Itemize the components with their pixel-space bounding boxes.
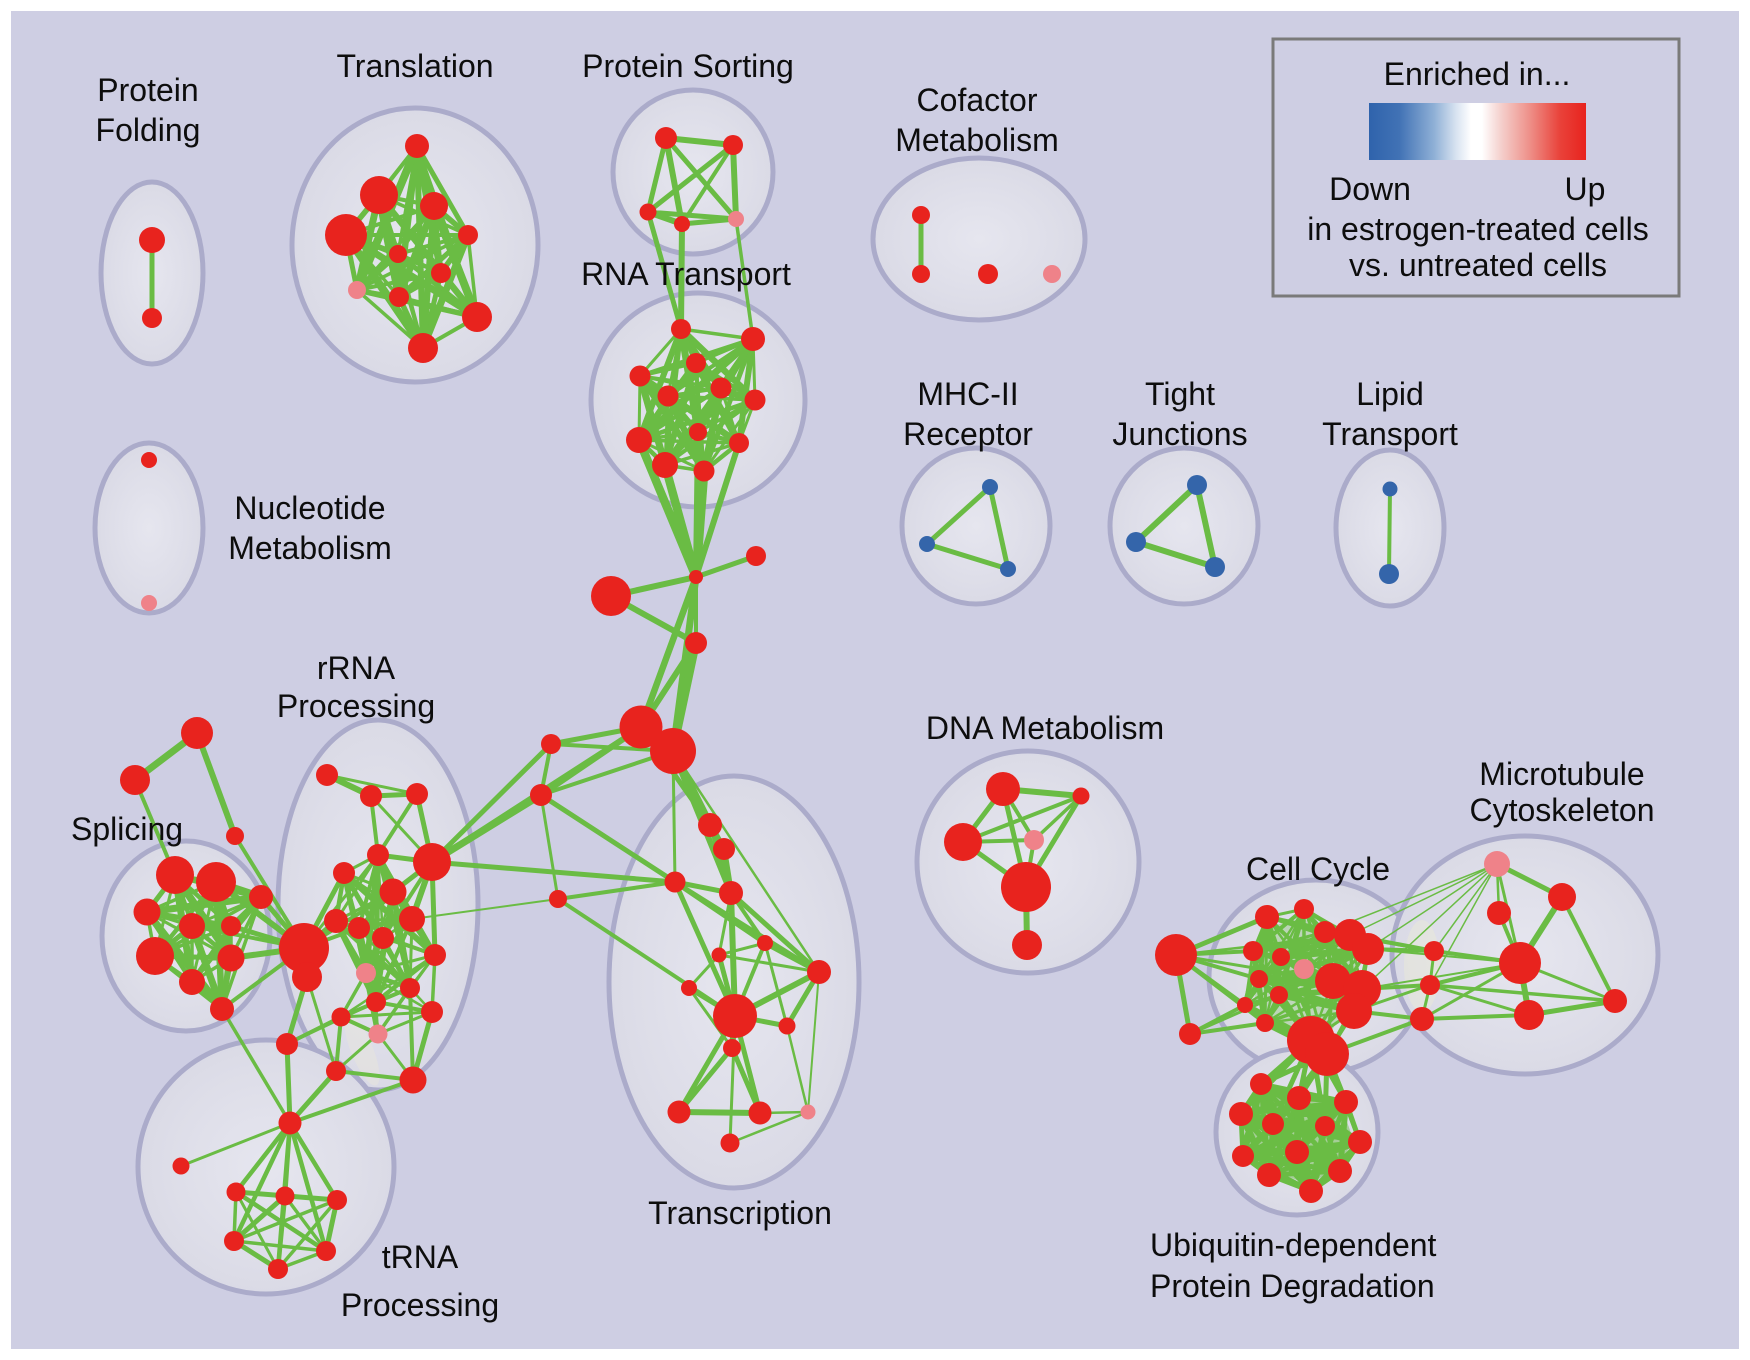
svg-text:RNA Transport: RNA Transport <box>581 256 791 292</box>
svg-text:Up: Up <box>1565 171 1606 207</box>
svg-text:Lipid: Lipid <box>1356 376 1424 412</box>
svg-text:Cell Cycle: Cell Cycle <box>1246 851 1390 887</box>
svg-text:Translation: Translation <box>336 48 493 84</box>
svg-text:Protein Sorting: Protein Sorting <box>582 48 794 84</box>
svg-text:Folding: Folding <box>96 112 201 148</box>
svg-text:Transport: Transport <box>1322 416 1458 452</box>
svg-text:Protein: Protein <box>97 72 198 108</box>
svg-text:MHC-II: MHC-II <box>917 376 1018 412</box>
svg-text:Transcription: Transcription <box>648 1195 832 1231</box>
svg-text:Cytoskeleton: Cytoskeleton <box>1470 792 1655 828</box>
svg-text:Splicing: Splicing <box>71 811 183 847</box>
svg-text:Ubiquitin-dependent: Ubiquitin-dependent <box>1150 1227 1437 1263</box>
svg-text:Metabolism: Metabolism <box>895 122 1059 158</box>
svg-text:Processing: Processing <box>341 1287 499 1323</box>
svg-text:vs. untreated cells: vs. untreated cells <box>1349 247 1607 283</box>
svg-text:DNA Metabolism: DNA Metabolism <box>926 710 1164 746</box>
svg-text:Microtubule: Microtubule <box>1479 756 1644 792</box>
svg-text:Cofactor: Cofactor <box>917 82 1038 118</box>
svg-text:tRNA: tRNA <box>382 1239 459 1275</box>
svg-text:rRNA: rRNA <box>317 650 396 686</box>
svg-text:Protein Degradation: Protein Degradation <box>1150 1268 1435 1304</box>
svg-text:Tight: Tight <box>1145 376 1215 412</box>
svg-text:Enriched in...: Enriched in... <box>1384 56 1571 92</box>
svg-text:Metabolism: Metabolism <box>228 530 392 566</box>
svg-text:Junctions: Junctions <box>1112 416 1247 452</box>
svg-text:in estrogen-treated cells: in estrogen-treated cells <box>1307 211 1649 247</box>
svg-text:Processing: Processing <box>277 688 435 724</box>
svg-text:Receptor: Receptor <box>903 416 1033 452</box>
svg-text:Down: Down <box>1329 171 1411 207</box>
svg-text:Nucleotide: Nucleotide <box>234 490 385 526</box>
